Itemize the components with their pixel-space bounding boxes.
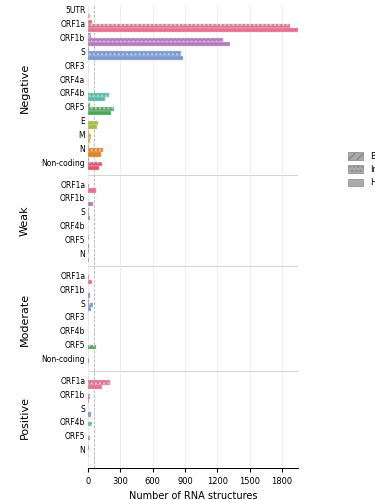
Bar — [88, 380, 110, 384]
Bar — [88, 52, 181, 56]
Bar — [88, 280, 92, 284]
Bar — [88, 244, 89, 248]
Bar — [88, 134, 91, 138]
Bar — [88, 308, 92, 312]
Bar — [88, 412, 91, 416]
Bar — [88, 130, 89, 134]
Text: Moderate: Moderate — [20, 292, 30, 346]
Bar — [88, 14, 90, 18]
Text: Negative: Negative — [20, 63, 30, 113]
Bar — [88, 294, 90, 298]
Bar — [88, 202, 93, 206]
Bar — [88, 422, 92, 426]
Bar — [88, 42, 230, 46]
Bar — [88, 93, 109, 97]
Bar — [88, 166, 99, 170]
Bar — [88, 188, 96, 192]
Bar — [88, 394, 90, 398]
Legend: Bat, Intermediate, Human: Bat, Intermediate, Human — [348, 138, 375, 187]
Bar — [88, 398, 89, 402]
X-axis label: Number of RNA structures: Number of RNA structures — [129, 491, 257, 500]
Bar — [88, 34, 92, 38]
Text: Positive: Positive — [20, 396, 30, 438]
Bar — [88, 20, 92, 24]
Bar — [88, 303, 93, 308]
Bar — [88, 144, 89, 148]
Bar — [88, 56, 183, 60]
Bar — [88, 344, 96, 349]
Bar — [88, 107, 114, 111]
Bar — [88, 162, 102, 166]
Bar — [88, 299, 89, 303]
Bar — [88, 97, 105, 102]
Bar — [88, 158, 89, 162]
Text: Weak: Weak — [20, 206, 30, 236]
Bar — [88, 384, 102, 389]
Bar — [88, 120, 98, 125]
Bar — [88, 436, 90, 440]
Bar — [88, 24, 290, 28]
Bar — [88, 28, 298, 32]
Bar — [88, 152, 101, 156]
Bar — [88, 47, 89, 52]
Bar — [88, 138, 90, 143]
Bar — [88, 111, 111, 115]
Bar — [88, 148, 103, 152]
Bar — [88, 446, 89, 450]
Bar — [88, 38, 223, 42]
Bar — [88, 125, 97, 129]
Bar — [88, 102, 90, 107]
Bar — [88, 216, 90, 220]
